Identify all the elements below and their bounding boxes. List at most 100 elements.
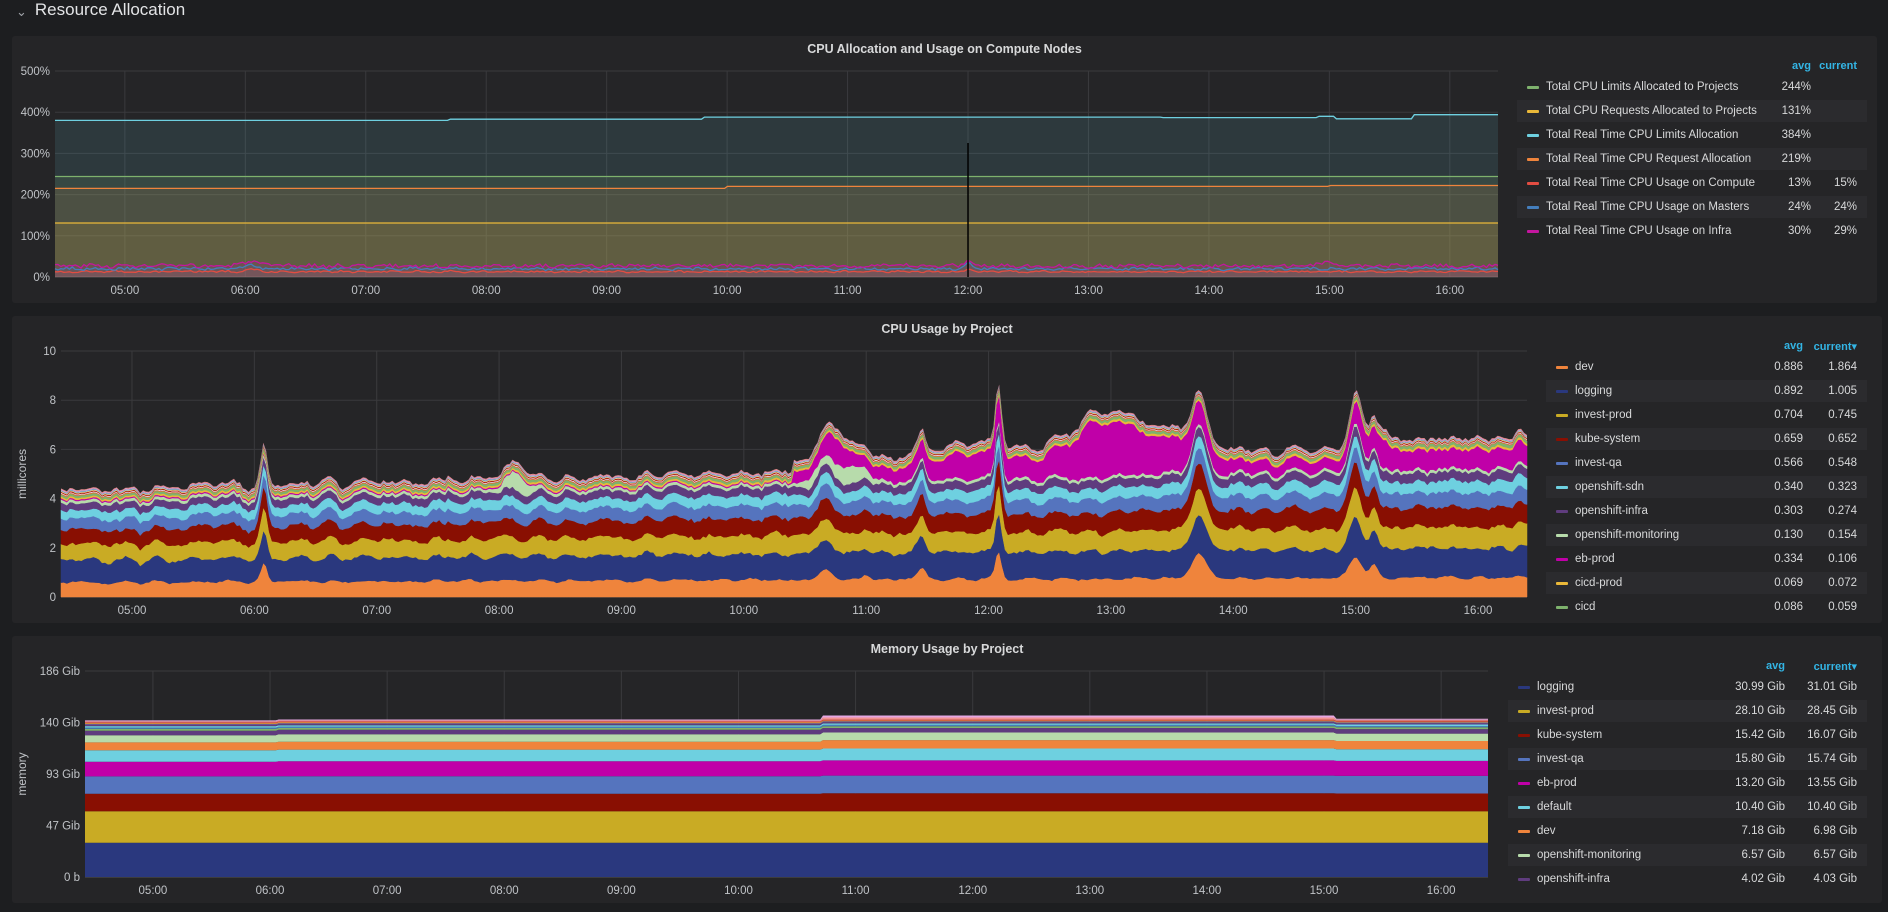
series-color-swatch[interactable] bbox=[1518, 710, 1530, 713]
legend-item[interactable]: Total Real Time CPU Usage on Masters 24% 2… bbox=[1517, 196, 1867, 218]
legend-item[interactable]: invest-qa 0.566 0.548 bbox=[1546, 452, 1867, 474]
stacked-area-kube-system[interactable] bbox=[85, 793, 1488, 812]
series-color-swatch[interactable] bbox=[1527, 158, 1539, 161]
legend-series-name[interactable]: default bbox=[1537, 801, 1572, 813]
legend-series-name[interactable]: invest-qa bbox=[1575, 457, 1622, 469]
legend[interactable]: avg current▾ dev 0.886 1.864 logging 0.892 1.00… bbox=[1546, 338, 1867, 617]
legend-sort-avg[interactable]: avg bbox=[1784, 340, 1803, 352]
series-color-swatch[interactable] bbox=[1556, 558, 1568, 561]
legend-item[interactable]: default 10.40 Gib 10.40 Gib bbox=[1508, 796, 1867, 818]
series-color-swatch[interactable] bbox=[1518, 782, 1530, 785]
series-color-swatch[interactable] bbox=[1556, 606, 1568, 609]
series-color-swatch[interactable] bbox=[1556, 462, 1568, 465]
legend-item[interactable]: cicd 0.086 0.059 bbox=[1546, 596, 1867, 617]
series-color-swatch[interactable] bbox=[1527, 182, 1539, 185]
legend-item[interactable]: logging 30.99 Gib 31.01 Gib bbox=[1508, 676, 1867, 698]
legend-item[interactable]: Total Real Time CPU Request Allocation 21… bbox=[1517, 148, 1867, 170]
legend-series-name[interactable]: openshift-monitoring bbox=[1575, 529, 1680, 541]
stacked-area-logging[interactable] bbox=[85, 842, 1488, 877]
legend-item[interactable]: Total CPU Requests Allocated to Projects… bbox=[1517, 100, 1867, 122]
series-color-swatch[interactable] bbox=[1556, 414, 1568, 417]
series-line[interactable] bbox=[54, 260, 1499, 270]
legend-item[interactable]: eb-prod 13.20 Gib 13.55 Gib bbox=[1508, 772, 1867, 794]
series-color-swatch[interactable] bbox=[1518, 878, 1530, 881]
series-color-swatch[interactable] bbox=[1527, 230, 1539, 233]
legend-item[interactable]: Total Real Time CPU Limits Allocation 384… bbox=[1517, 124, 1867, 146]
legend-item[interactable]: invest-qa 15.80 Gib 15.74 Gib bbox=[1508, 748, 1867, 770]
legend-item[interactable]: Total Real Time CPU Usage on Infra 30% 29% bbox=[1517, 220, 1867, 242]
legend-series-name[interactable]: kube-system bbox=[1575, 433, 1641, 445]
legend-series-name[interactable]: invest-qa bbox=[1537, 753, 1584, 765]
legend-sort-avg[interactable]: avg bbox=[1792, 60, 1811, 72]
legend-series-name[interactable]: cicd bbox=[1575, 601, 1596, 613]
panel-title[interactable]: CPU Usage by Project bbox=[881, 322, 1013, 336]
legend-series-name[interactable]: Total CPU Limits Allocated to Projects bbox=[1546, 81, 1739, 93]
legend-series-name[interactable]: openshift-sdn bbox=[1575, 481, 1645, 493]
legend-item[interactable]: Total Real Time CPU Usage on Compute 13% 1… bbox=[1517, 172, 1867, 194]
legend-series-name[interactable]: logging bbox=[1537, 681, 1575, 693]
panel-title[interactable]: Memory Usage by Project bbox=[870, 642, 1024, 656]
legend-series-name[interactable]: invest-prod bbox=[1575, 409, 1632, 421]
series-color-swatch[interactable] bbox=[1518, 830, 1530, 833]
legend-item[interactable]: openshift-monitoring 0.130 0.154 bbox=[1546, 524, 1867, 546]
cpu-allocation-graph[interactable]: 0% 100% 200% 300% 400% 500% 05:00 06:00 07:00 08:… bbox=[12, 36, 1877, 303]
stacked-area-invest-qa[interactable] bbox=[85, 775, 1488, 794]
legend-item[interactable]: Total CPU Limits Allocated to Projects 24… bbox=[1517, 76, 1867, 98]
legend-series-name[interactable]: kube-system bbox=[1537, 729, 1603, 741]
legend-item[interactable]: openshift-infra 0.303 0.274 bbox=[1546, 500, 1867, 522]
legend-series-name[interactable]: eb-prod bbox=[1575, 553, 1615, 565]
stacked-area-eb-prod[interactable] bbox=[85, 760, 1488, 777]
panel-title[interactable]: CPU Allocation and Usage on Compute Node… bbox=[807, 42, 1082, 56]
legend-series-name[interactable]: eb-prod bbox=[1537, 777, 1577, 789]
chevron-down-icon[interactable]: ⌄ bbox=[16, 4, 27, 19]
series-color-swatch[interactable] bbox=[1556, 366, 1568, 369]
legend-item[interactable]: invest-prod 0.704 0.745 bbox=[1546, 404, 1867, 426]
legend-series-name[interactable]: openshift-monitoring bbox=[1537, 849, 1642, 861]
legend-series-name[interactable]: Total Real Time CPU Usage on Infra bbox=[1546, 225, 1732, 237]
cpu-usage-graph[interactable]: 0 2 4 6 8 10 05:00 06:00 07:00 08:00 09:00 10:00 11:… bbox=[12, 316, 1882, 623]
legend-series-name[interactable]: Total Real Time CPU Limits Allocation bbox=[1546, 129, 1739, 141]
legend-series-name[interactable]: openshift-infra bbox=[1537, 873, 1610, 885]
legend-item[interactable]: logging 0.892 1.005 bbox=[1546, 380, 1867, 402]
series-color-swatch[interactable] bbox=[1518, 734, 1530, 737]
legend-item[interactable]: eb-prod 0.334 0.106 bbox=[1546, 548, 1867, 570]
legend-series-name[interactable]: openshift-infra bbox=[1575, 505, 1648, 517]
legend-series-name[interactable]: cicd-prod bbox=[1575, 577, 1623, 589]
series-line[interactable] bbox=[55, 114, 1498, 122]
memory-usage-graph[interactable]: 0 b 47 Gib 93 Gib 140 Gib 186 Gib 05:00 06:00 0… bbox=[12, 636, 1882, 903]
legend-item[interactable]: cicd-prod 0.069 0.072 bbox=[1546, 572, 1867, 594]
series-color-swatch[interactable] bbox=[1556, 582, 1568, 585]
legend-series-name[interactable]: invest-prod bbox=[1537, 705, 1594, 717]
series-color-swatch[interactable] bbox=[1527, 86, 1539, 89]
row-header-resource-allocation[interactable]: ⌄ Resource Allocation bbox=[16, 0, 185, 20]
legend-sort-avg[interactable]: avg bbox=[1766, 660, 1785, 672]
legend-item[interactable]: kube-system 0.659 0.652 bbox=[1546, 428, 1867, 450]
legend-sort-current[interactable]: current▾ bbox=[1813, 661, 1857, 673]
legend-item[interactable]: openshift-monitoring 6.57 Gib 6.57 Gib bbox=[1508, 844, 1867, 866]
legend-series-name[interactable]: Total Real Time CPU Usage on Masters bbox=[1546, 201, 1750, 213]
legend-series-name[interactable]: Total CPU Requests Allocated to Projects bbox=[1546, 105, 1757, 117]
legend-series-name[interactable]: logging bbox=[1575, 385, 1613, 397]
legend-item[interactable]: invest-prod 28.10 Gib 28.45 Gib bbox=[1508, 700, 1867, 722]
series-line[interactable] bbox=[54, 262, 1499, 272]
series-color-swatch[interactable] bbox=[1556, 390, 1568, 393]
series-color-swatch[interactable] bbox=[1556, 510, 1568, 513]
series-line[interactable] bbox=[55, 184, 1498, 190]
legend-item[interactable]: dev 0.886 1.864 bbox=[1546, 356, 1867, 378]
legend-item[interactable]: dev 7.18 Gib 6.98 Gib bbox=[1508, 820, 1867, 842]
legend-series-name[interactable]: Total Real Time CPU Usage on Compute bbox=[1546, 177, 1756, 189]
series-color-swatch[interactable] bbox=[1556, 438, 1568, 441]
legend-sort-current[interactable]: current bbox=[1819, 60, 1857, 72]
series-color-swatch[interactable] bbox=[1518, 806, 1530, 809]
series-color-swatch[interactable] bbox=[1518, 686, 1530, 689]
stacked-area-openshift-monitoring[interactable] bbox=[85, 732, 1488, 743]
legend-series-name[interactable]: dev bbox=[1537, 825, 1556, 837]
legend-item[interactable]: kube-system 15.42 Gib 16.07 Gib bbox=[1508, 724, 1867, 746]
series-color-swatch[interactable] bbox=[1527, 134, 1539, 137]
stacked-area-default[interactable] bbox=[85, 748, 1488, 762]
stacked-area-dev[interactable] bbox=[85, 740, 1488, 751]
series-color-swatch[interactable] bbox=[1556, 486, 1568, 489]
series-color-swatch[interactable] bbox=[1527, 206, 1539, 209]
legend-series-name[interactable]: Total Real Time CPU Request Allocation bbox=[1546, 153, 1752, 165]
legend-sort-current[interactable]: current▾ bbox=[1813, 341, 1857, 353]
